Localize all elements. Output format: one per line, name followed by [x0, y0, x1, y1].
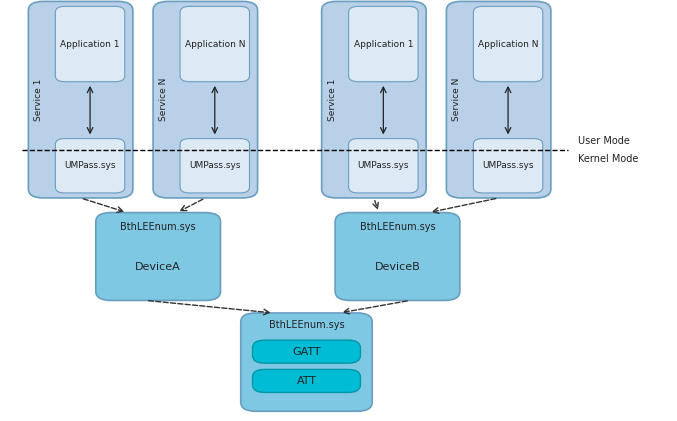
FancyBboxPatch shape: [253, 369, 360, 392]
Text: UMPass.sys: UMPass.sys: [189, 161, 240, 170]
Text: Service N: Service N: [452, 78, 461, 121]
Text: Application N: Application N: [478, 40, 538, 48]
FancyBboxPatch shape: [56, 139, 125, 193]
Text: BthLEEnum.sys: BthLEEnum.sys: [359, 222, 435, 232]
FancyBboxPatch shape: [473, 139, 543, 193]
FancyBboxPatch shape: [28, 1, 133, 198]
FancyBboxPatch shape: [349, 6, 418, 82]
Text: GATT: GATT: [292, 346, 321, 357]
Text: Kernel Mode: Kernel Mode: [578, 154, 638, 164]
FancyBboxPatch shape: [322, 1, 426, 198]
Text: UMPass.sys: UMPass.sys: [357, 161, 409, 170]
Text: Application N: Application N: [185, 40, 245, 48]
FancyBboxPatch shape: [95, 213, 221, 301]
FancyBboxPatch shape: [349, 139, 418, 193]
FancyBboxPatch shape: [180, 139, 250, 193]
Text: UMPass.sys: UMPass.sys: [482, 161, 534, 170]
Text: DeviceA: DeviceA: [135, 262, 181, 272]
Text: Service N: Service N: [159, 78, 168, 121]
FancyBboxPatch shape: [335, 213, 460, 301]
FancyBboxPatch shape: [241, 313, 372, 411]
FancyBboxPatch shape: [180, 6, 250, 82]
Text: BthLEEnum.sys: BthLEEnum.sys: [121, 222, 196, 232]
Text: Application 1: Application 1: [60, 40, 120, 48]
Text: ATT: ATT: [297, 376, 316, 386]
Text: Application 1: Application 1: [353, 40, 413, 48]
Text: Service 1: Service 1: [328, 78, 336, 121]
FancyBboxPatch shape: [153, 1, 257, 198]
Text: User Mode: User Mode: [578, 136, 630, 146]
Text: Service 1: Service 1: [35, 78, 43, 121]
Text: DeviceB: DeviceB: [374, 262, 420, 272]
FancyBboxPatch shape: [446, 1, 551, 198]
Text: BthLEEnum.sys: BthLEEnum.sys: [269, 320, 345, 330]
FancyBboxPatch shape: [473, 6, 543, 82]
FancyBboxPatch shape: [253, 340, 360, 363]
Text: UMPass.sys: UMPass.sys: [64, 161, 116, 170]
FancyBboxPatch shape: [56, 6, 125, 82]
